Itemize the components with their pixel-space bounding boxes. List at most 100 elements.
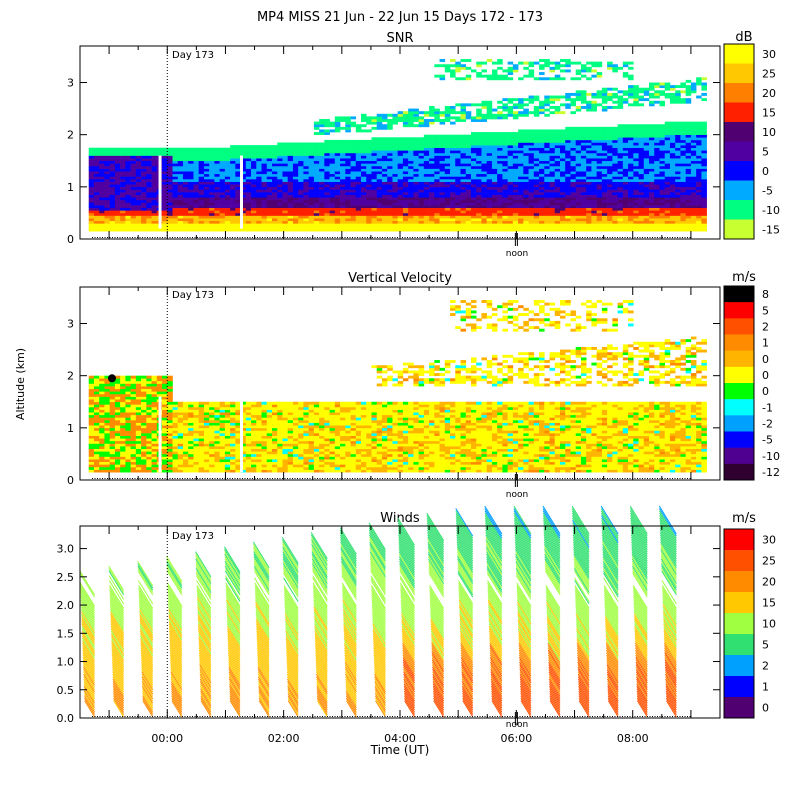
snr-cell bbox=[245, 155, 252, 159]
snr-cell bbox=[638, 165, 645, 169]
snr-cell bbox=[408, 147, 414, 151]
snr-cell bbox=[528, 74, 535, 78]
snr-cell bbox=[177, 150, 184, 154]
snr-cell bbox=[272, 171, 278, 175]
snr-cell bbox=[680, 199, 686, 203]
snr-cell bbox=[518, 218, 524, 222]
snr-cell bbox=[245, 207, 252, 211]
snr-cell bbox=[659, 223, 666, 227]
snr-cell bbox=[638, 181, 645, 185]
snr-cell bbox=[162, 176, 168, 180]
snr-cell bbox=[622, 186, 629, 190]
snr-cell bbox=[429, 121, 435, 125]
snr-cell bbox=[99, 189, 105, 193]
snr-cell bbox=[240, 168, 247, 172]
snr-cell bbox=[282, 192, 289, 195]
snr-cell bbox=[109, 225, 116, 229]
snr-cell bbox=[549, 179, 556, 182]
snr-cell bbox=[88, 210, 95, 214]
snr-cell bbox=[114, 160, 121, 164]
snr-cell bbox=[292, 147, 299, 151]
snr-cell bbox=[685, 225, 692, 229]
snr-cell bbox=[565, 139, 571, 143]
snr-cell bbox=[617, 189, 624, 193]
snr-cell bbox=[664, 121, 671, 125]
snr-cell bbox=[601, 98, 608, 102]
snr-cell bbox=[680, 218, 686, 222]
snr-cell bbox=[392, 152, 398, 156]
snr-cell bbox=[586, 160, 592, 164]
snr-cell bbox=[167, 199, 173, 203]
snr-cell bbox=[324, 176, 330, 180]
snr-cell bbox=[518, 181, 524, 185]
snr-cell bbox=[570, 199, 577, 203]
snr-cell bbox=[340, 139, 346, 143]
snr-cell bbox=[240, 194, 247, 198]
snr-cell bbox=[549, 192, 556, 195]
snr-cell bbox=[182, 181, 189, 185]
snr-cell bbox=[172, 186, 179, 190]
snr-cell bbox=[497, 173, 503, 177]
snr-cell bbox=[523, 163, 529, 167]
snr-cell bbox=[272, 199, 278, 203]
snr-cell bbox=[261, 225, 268, 229]
vv-cell bbox=[93, 383, 100, 387]
snr-cell bbox=[539, 210, 545, 214]
snr-cell bbox=[130, 163, 137, 167]
snr-cell bbox=[444, 207, 451, 211]
snr-cell bbox=[476, 228, 482, 232]
snr-cell bbox=[172, 168, 179, 172]
snr-cell bbox=[654, 126, 660, 130]
snr-cell bbox=[366, 212, 372, 216]
snr-cell bbox=[329, 210, 336, 214]
snr-cell bbox=[649, 197, 655, 201]
snr-cell bbox=[591, 150, 597, 154]
snr-cell bbox=[664, 228, 671, 232]
snr-cell bbox=[664, 199, 671, 203]
snr-cell bbox=[371, 158, 378, 162]
snr-cell bbox=[591, 192, 597, 195]
snr-cell bbox=[612, 152, 618, 156]
snr-cell bbox=[198, 173, 205, 177]
snr-cell bbox=[512, 186, 519, 190]
snr-cell bbox=[366, 152, 372, 156]
snr-cell bbox=[209, 205, 215, 209]
snr-cell bbox=[460, 103, 467, 107]
snr-cell bbox=[120, 192, 126, 195]
snr-cell bbox=[266, 192, 273, 195]
snr-cell bbox=[549, 184, 556, 188]
snr-cell bbox=[355, 150, 362, 154]
snr-cell bbox=[481, 145, 487, 149]
snr-cell bbox=[235, 186, 241, 190]
snr-cell bbox=[277, 160, 283, 164]
snr-cell bbox=[596, 134, 603, 138]
snr-cell bbox=[93, 147, 100, 151]
snr-cell bbox=[251, 210, 257, 214]
snr-cell bbox=[518, 77, 524, 81]
snr-cell bbox=[277, 181, 283, 185]
snr-cell bbox=[591, 210, 597, 214]
snr-cell bbox=[512, 205, 519, 209]
snr-cell bbox=[162, 147, 168, 151]
snr-cell bbox=[125, 176, 131, 180]
snr-cell bbox=[617, 179, 624, 182]
snr-cell bbox=[182, 176, 189, 180]
snr-cell bbox=[303, 176, 309, 180]
snr-cell bbox=[402, 163, 409, 167]
snr-cell bbox=[649, 199, 655, 203]
snr-cell bbox=[596, 61, 603, 65]
snr-cell bbox=[649, 134, 655, 138]
snr-cell bbox=[491, 113, 498, 117]
snr-cell bbox=[612, 105, 618, 109]
snr-cell bbox=[219, 186, 226, 190]
snr-cell bbox=[680, 210, 686, 214]
snr-cell bbox=[392, 171, 398, 175]
snr-cell bbox=[402, 215, 409, 219]
snr-cell bbox=[324, 119, 330, 122]
snr-cell bbox=[198, 197, 205, 201]
snr-cell bbox=[659, 129, 666, 133]
snr-cell bbox=[282, 142, 289, 146]
snr-cell bbox=[460, 119, 467, 122]
snr-cell bbox=[366, 163, 372, 167]
snr-cell bbox=[560, 132, 566, 135]
